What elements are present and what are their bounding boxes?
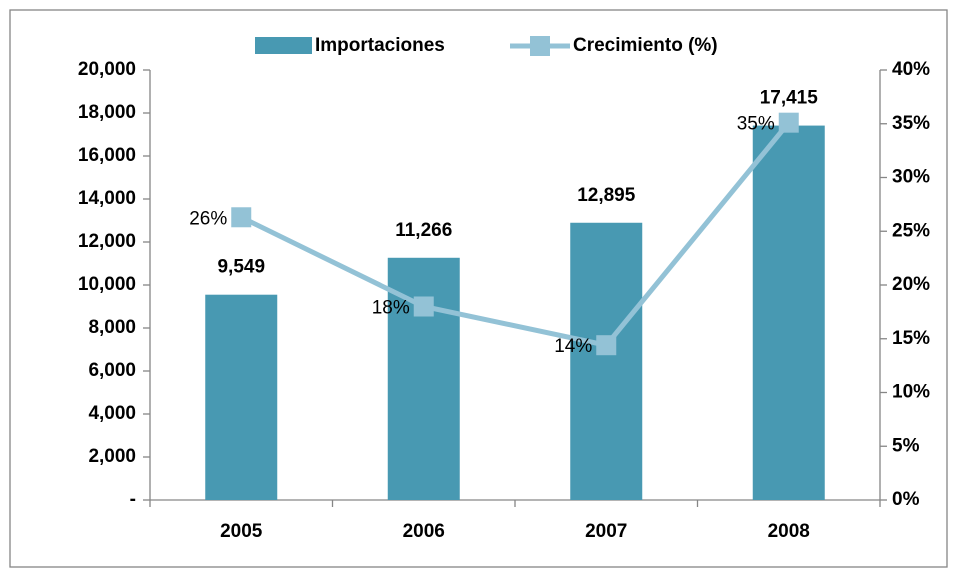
- y-tick-label: 12,000: [78, 231, 136, 252]
- y2-tick-label: 40%: [892, 59, 930, 80]
- y2-tick-label: 10%: [892, 382, 930, 403]
- legend-label: Importaciones: [315, 35, 445, 56]
- line-marker: [231, 207, 252, 228]
- y2-tick-label: 5%: [892, 435, 920, 456]
- line-value-label: 14%: [554, 336, 592, 357]
- y-tick-label: 18,000: [78, 102, 136, 123]
- bar-value-label: 11,266: [395, 220, 452, 241]
- line: [240, 121, 791, 348]
- bar-value-label: 17,415: [760, 88, 819, 109]
- x-tick-label: 2007: [585, 521, 627, 542]
- y-tick-label: 6,000: [88, 360, 136, 381]
- legend-marker: [530, 36, 550, 56]
- bar: [752, 125, 825, 500]
- x-tick-label: 2006: [403, 521, 445, 542]
- y2-tick-label: 25%: [892, 220, 930, 241]
- y-tick-label: 20,000: [78, 59, 136, 80]
- y2-tick-label: 15%: [892, 328, 930, 349]
- x-tick-label: 2005: [220, 521, 263, 542]
- y2-tick-label: 30%: [892, 167, 930, 188]
- line-marker: [778, 112, 799, 133]
- legend-label: Crecimiento (%): [573, 35, 718, 56]
- bar-value-label: 9,549: [217, 257, 265, 278]
- y-tick-label: 4,000: [88, 403, 136, 424]
- line-marker: [596, 335, 617, 356]
- y2-tick-label: 35%: [892, 113, 930, 134]
- y-tick-label: -: [130, 489, 136, 510]
- y-tick-label: 10,000: [78, 274, 136, 295]
- bar-value-label: 12,895: [577, 185, 636, 206]
- y-tick-label: 2,000: [88, 446, 136, 467]
- y2-tick-label: 20%: [892, 274, 930, 295]
- y-tick-label: 16,000: [78, 145, 136, 166]
- y-tick-label: 14,000: [78, 188, 136, 209]
- line-value-label: 35%: [737, 114, 775, 135]
- x-tick-label: 2008: [768, 521, 810, 542]
- y-tick-label: 8,000: [88, 317, 136, 338]
- bar: [570, 222, 643, 500]
- legend-swatch: [255, 37, 312, 54]
- bar: [205, 294, 278, 500]
- y2-tick-label: 0%: [892, 489, 920, 510]
- line-value-label: 18%: [372, 298, 410, 319]
- line-value-label: 26%: [189, 208, 227, 229]
- line-marker: [413, 296, 434, 317]
